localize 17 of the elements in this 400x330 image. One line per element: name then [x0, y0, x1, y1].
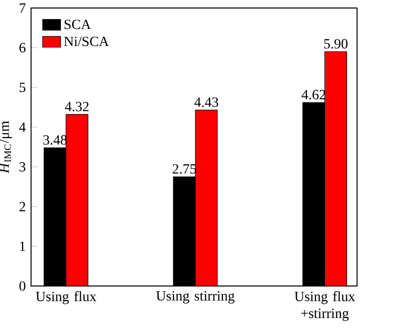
y-axis-title: H$_{IMC}$/μm	[0, 120, 12, 174]
y-tick-label: 6	[19, 43, 26, 52]
y-tick-label: 3	[20, 162, 26, 172]
x-tick-label: Using flux +stirring	[294, 291, 356, 321]
y-tick-label: 1	[20, 242, 26, 251]
data-label: 4.43	[194, 97, 218, 107]
data-label: 4.32	[64, 102, 89, 112]
y-tick-label: 2	[19, 202, 26, 212]
x-tick-label: Using flux	[36, 291, 96, 304]
x-tick-label: Using stirring	[156, 291, 235, 304]
legend-label: Ni/SCA	[64, 36, 109, 46]
y-tick-label: 4	[19, 122, 26, 132]
y-tick-label: 5	[20, 82, 26, 92]
y-tick-label: 0	[19, 281, 26, 291]
data-label: 5.90	[324, 39, 348, 49]
legend-label: SCA	[64, 20, 91, 30]
y-tick-label: 7	[20, 3, 26, 13]
